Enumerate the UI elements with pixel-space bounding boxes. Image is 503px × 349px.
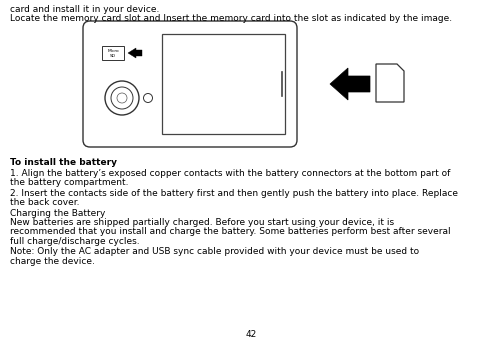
Text: Charging the Battery: Charging the Battery xyxy=(10,208,105,217)
Text: full charge/discharge cycles.: full charge/discharge cycles. xyxy=(10,237,140,246)
Text: New batteries are shipped partially charged. Before you start using your device,: New batteries are shipped partially char… xyxy=(10,218,394,227)
Text: Micro
SD: Micro SD xyxy=(107,49,119,58)
Text: recommended that you install and charge the battery. Some batteries perform best: recommended that you install and charge … xyxy=(10,228,451,237)
Text: card and install it in your device.: card and install it in your device. xyxy=(10,5,159,14)
Text: Locate the memory card slot and Insert the memory card into the slot as indicate: Locate the memory card slot and Insert t… xyxy=(10,14,452,23)
Text: 1. Align the battery’s exposed copper contacts with the battery connectors at th: 1. Align the battery’s exposed copper co… xyxy=(10,169,450,178)
FancyBboxPatch shape xyxy=(83,21,297,147)
Bar xyxy=(102,46,124,60)
Polygon shape xyxy=(376,64,404,102)
Text: charge the device.: charge the device. xyxy=(10,257,95,266)
Text: 2. Insert the contacts side of the battery first and then gently push the batter: 2. Insert the contacts side of the batte… xyxy=(10,188,458,198)
Bar xyxy=(162,34,285,134)
Text: the back cover.: the back cover. xyxy=(10,198,79,207)
Polygon shape xyxy=(330,68,370,100)
Polygon shape xyxy=(128,48,142,58)
Text: Note: Only the AC adapter and USB sync cable provided with your device must be u: Note: Only the AC adapter and USB sync c… xyxy=(10,247,419,257)
Text: the battery compartment.: the battery compartment. xyxy=(10,178,128,187)
Text: To install the battery: To install the battery xyxy=(10,158,117,167)
Text: 42: 42 xyxy=(246,330,257,339)
